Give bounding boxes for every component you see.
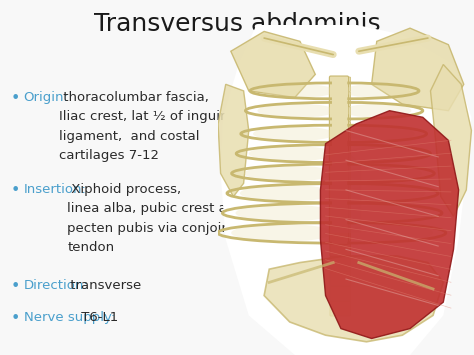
FancyBboxPatch shape (330, 286, 351, 301)
FancyBboxPatch shape (330, 272, 351, 286)
FancyBboxPatch shape (330, 301, 351, 316)
Ellipse shape (344, 185, 426, 201)
Ellipse shape (249, 146, 335, 161)
Ellipse shape (343, 84, 408, 98)
Text: transverse: transverse (66, 279, 142, 292)
Ellipse shape (240, 185, 334, 201)
FancyBboxPatch shape (330, 197, 351, 211)
Text: Insertion:: Insertion: (24, 183, 87, 196)
Text: Nerve supply:: Nerve supply: (24, 311, 115, 324)
Polygon shape (331, 150, 361, 233)
Polygon shape (372, 28, 464, 111)
FancyBboxPatch shape (330, 92, 351, 106)
Polygon shape (320, 111, 459, 339)
Ellipse shape (343, 104, 411, 118)
Ellipse shape (344, 126, 415, 141)
Text: T6-L1: T6-L1 (77, 311, 118, 324)
Ellipse shape (236, 204, 334, 222)
Polygon shape (231, 32, 315, 98)
Polygon shape (218, 84, 249, 197)
FancyBboxPatch shape (330, 152, 351, 166)
Ellipse shape (244, 165, 335, 181)
Ellipse shape (253, 126, 335, 141)
FancyBboxPatch shape (330, 137, 351, 151)
Polygon shape (430, 65, 472, 216)
Text: •: • (10, 311, 20, 326)
Ellipse shape (257, 104, 335, 118)
FancyBboxPatch shape (330, 212, 351, 226)
Ellipse shape (262, 84, 336, 98)
Text: thoracolumbar fascia,
Iliac crest, lat ½ of inguinal
ligament,  and costal
carti: thoracolumbar fascia, Iliac crest, lat ½… (59, 91, 241, 162)
FancyBboxPatch shape (330, 167, 351, 181)
FancyBboxPatch shape (330, 182, 351, 196)
FancyBboxPatch shape (330, 107, 351, 121)
Text: Origin:: Origin: (24, 91, 69, 104)
FancyBboxPatch shape (330, 242, 351, 256)
Text: Xiphoid process,
linea alba, pubic crest and
pecten pubis via conjoint
tendon: Xiphoid process, linea alba, pubic crest… (67, 183, 244, 254)
Text: •: • (10, 279, 20, 294)
Text: •: • (10, 183, 20, 198)
Ellipse shape (344, 204, 429, 222)
Text: Transversus abdominis: Transversus abdominis (94, 12, 380, 37)
Ellipse shape (345, 224, 433, 241)
Polygon shape (220, 18, 472, 355)
FancyBboxPatch shape (330, 227, 351, 241)
FancyBboxPatch shape (330, 257, 351, 271)
Ellipse shape (344, 165, 422, 181)
Text: •: • (10, 91, 20, 105)
Ellipse shape (344, 146, 419, 161)
FancyBboxPatch shape (329, 76, 348, 244)
FancyBboxPatch shape (330, 122, 351, 136)
Ellipse shape (231, 224, 334, 241)
Text: Direction:: Direction: (24, 279, 89, 292)
FancyBboxPatch shape (330, 77, 351, 92)
Polygon shape (264, 256, 443, 342)
